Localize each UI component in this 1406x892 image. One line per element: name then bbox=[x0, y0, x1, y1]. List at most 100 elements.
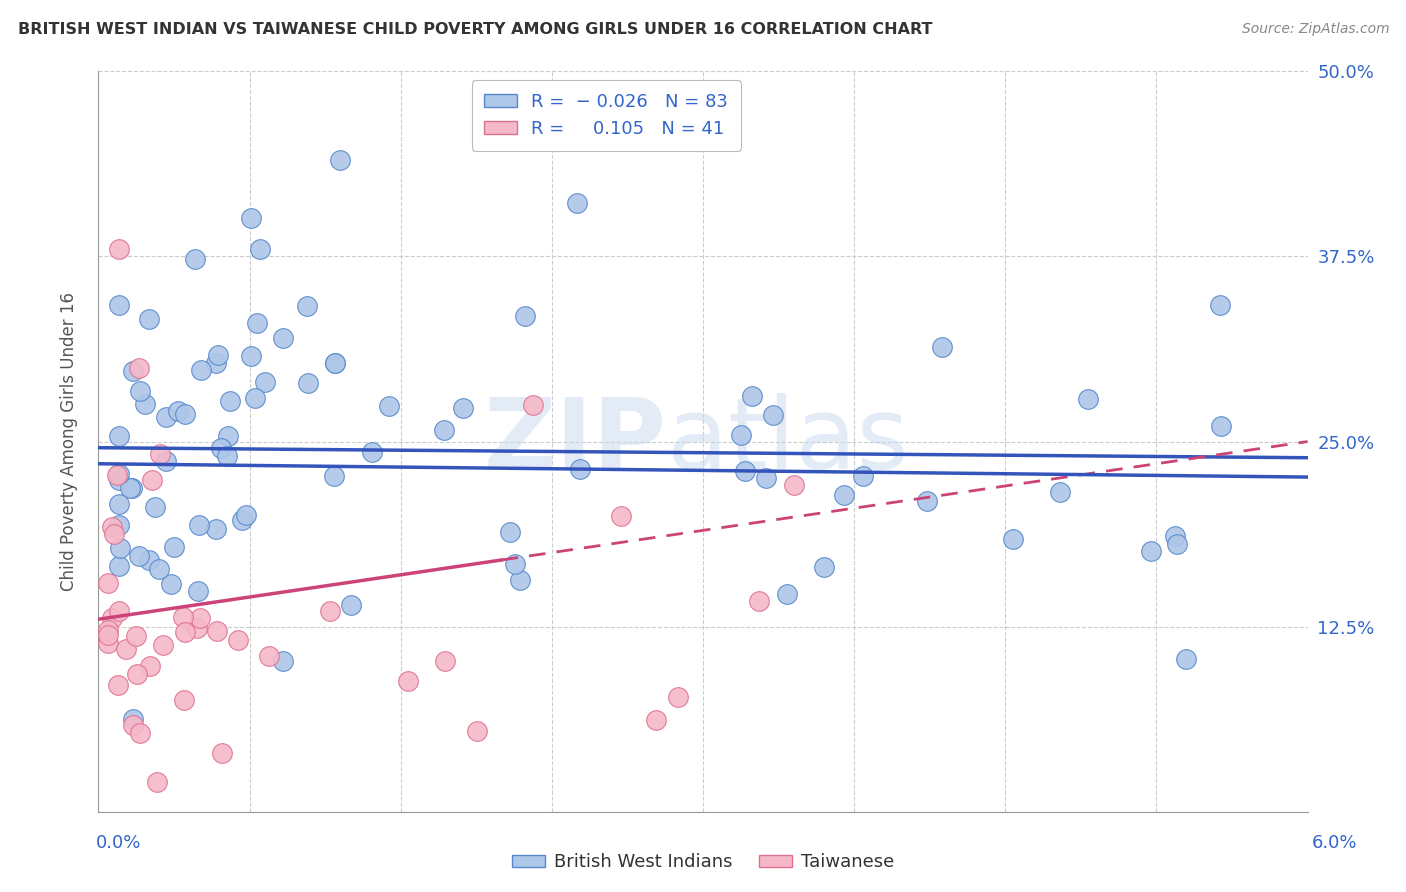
Point bbox=[1211, 418, 1233, 433]
Point bbox=[173, 692, 195, 706]
Point bbox=[128, 360, 150, 375]
Text: 0.0%: 0.0% bbox=[96, 834, 141, 852]
Point bbox=[340, 598, 363, 612]
Point bbox=[610, 508, 633, 523]
Point bbox=[103, 526, 125, 541]
Point bbox=[761, 408, 783, 422]
Point bbox=[465, 724, 488, 739]
Point bbox=[323, 356, 346, 370]
Point bbox=[101, 519, 124, 533]
Point bbox=[783, 478, 806, 492]
Point bbox=[1077, 392, 1099, 407]
Point bbox=[205, 356, 228, 370]
Legend: British West Indians, Taiwanese: British West Indians, Taiwanese bbox=[505, 847, 901, 879]
Point bbox=[122, 717, 145, 731]
Point bbox=[207, 624, 229, 638]
Point bbox=[565, 195, 588, 210]
Point bbox=[1140, 543, 1163, 558]
Point bbox=[188, 611, 211, 625]
Point bbox=[152, 638, 174, 652]
Point bbox=[297, 376, 319, 391]
Point bbox=[734, 464, 756, 478]
Point bbox=[149, 447, 172, 461]
Point bbox=[122, 712, 145, 726]
Point bbox=[245, 391, 267, 405]
Point bbox=[499, 525, 522, 540]
Point bbox=[174, 407, 197, 421]
Point bbox=[209, 441, 232, 455]
Point bbox=[568, 462, 591, 476]
Legend: R =  − 0.026   N = 83, R =     0.105   N = 41: R = − 0.026 N = 83, R = 0.105 N = 41 bbox=[472, 80, 741, 151]
Point bbox=[107, 429, 129, 443]
Point bbox=[522, 398, 544, 412]
Point bbox=[186, 621, 208, 635]
Point bbox=[1164, 529, 1187, 543]
Point bbox=[360, 445, 382, 459]
Point bbox=[217, 429, 239, 443]
Point bbox=[253, 376, 276, 390]
Point bbox=[1049, 485, 1071, 500]
Point bbox=[97, 636, 120, 650]
Point bbox=[174, 625, 197, 640]
Point bbox=[515, 309, 537, 323]
Point bbox=[146, 775, 169, 789]
Point bbox=[183, 252, 205, 267]
Point bbox=[105, 467, 128, 482]
Point bbox=[155, 454, 177, 468]
Point bbox=[139, 658, 162, 673]
Point bbox=[433, 423, 456, 437]
Point bbox=[1209, 298, 1232, 312]
Point bbox=[101, 611, 124, 625]
Point bbox=[776, 587, 799, 601]
Point bbox=[107, 518, 129, 533]
Point bbox=[741, 389, 763, 403]
Point bbox=[107, 559, 129, 574]
Text: atlas: atlas bbox=[666, 393, 908, 490]
Point bbox=[187, 583, 209, 598]
Point bbox=[128, 384, 150, 399]
Point bbox=[97, 628, 120, 642]
Y-axis label: Child Poverty Among Girls Under 16: Child Poverty Among Girls Under 16 bbox=[59, 292, 77, 591]
Point bbox=[141, 473, 163, 487]
Point bbox=[207, 348, 229, 362]
Point bbox=[163, 540, 186, 554]
Point bbox=[115, 641, 138, 656]
Text: ZIP: ZIP bbox=[484, 393, 666, 490]
Point bbox=[503, 557, 526, 571]
Point bbox=[509, 574, 531, 588]
Point bbox=[1001, 532, 1024, 546]
Point bbox=[1166, 537, 1188, 551]
Point bbox=[129, 726, 152, 740]
Point bbox=[107, 678, 129, 692]
Point bbox=[172, 609, 194, 624]
Point bbox=[97, 575, 120, 590]
Point bbox=[748, 594, 770, 608]
Point bbox=[138, 311, 160, 326]
Point bbox=[134, 397, 156, 411]
Point bbox=[108, 541, 131, 555]
Text: 6.0%: 6.0% bbox=[1312, 834, 1357, 852]
Point bbox=[1174, 652, 1197, 666]
Point bbox=[121, 481, 143, 495]
Text: BRITISH WEST INDIAN VS TAIWANESE CHILD POVERTY AMONG GIRLS UNDER 16 CORRELATION : BRITISH WEST INDIAN VS TAIWANESE CHILD P… bbox=[18, 22, 932, 37]
Point bbox=[155, 409, 177, 424]
Point bbox=[121, 364, 143, 378]
Point bbox=[187, 517, 209, 532]
Point bbox=[645, 713, 668, 727]
Text: Source: ZipAtlas.com: Source: ZipAtlas.com bbox=[1241, 22, 1389, 37]
Point bbox=[167, 404, 190, 418]
Point bbox=[323, 469, 346, 483]
Point bbox=[120, 481, 142, 495]
Point bbox=[97, 623, 120, 637]
Point bbox=[217, 449, 239, 463]
Point bbox=[125, 629, 148, 643]
Point bbox=[239, 211, 262, 225]
Point bbox=[396, 674, 419, 689]
Point bbox=[319, 604, 342, 618]
Point bbox=[160, 577, 183, 591]
Point bbox=[211, 746, 233, 760]
Point bbox=[832, 488, 855, 502]
Point bbox=[107, 467, 129, 481]
Point bbox=[148, 562, 170, 576]
Point bbox=[451, 401, 474, 415]
